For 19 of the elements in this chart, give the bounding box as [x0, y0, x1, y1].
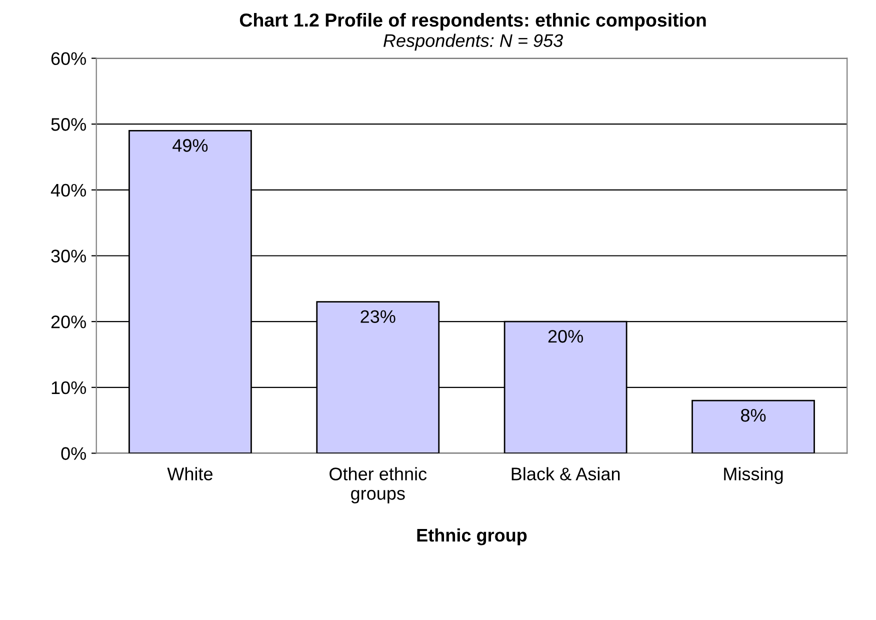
data-label: 49% — [172, 139, 208, 152]
x-tick-label: White — [167, 467, 212, 480]
x-tick-label: Other ethnic groups — [330, 467, 427, 504]
y-tick-label: 40% — [50, 184, 86, 197]
chart-subtitle: Respondents: N = 953 — [384, 34, 563, 51]
data-label: 20% — [548, 330, 583, 343]
y-tick-label: 0% — [61, 447, 86, 460]
data-label: 8% — [740, 408, 766, 422]
bar — [692, 400, 815, 454]
y-tick-label: 50% — [51, 118, 86, 131]
x-tick-label: Missing — [724, 467, 783, 484]
data-label: 23% — [360, 310, 396, 323]
y-tick-label: 30% — [51, 250, 86, 262]
chart-title: Chart 1.2 Profile of respondents: ethnic composition — [240, 12, 706, 30]
x-tick-label: Black & Asian — [512, 467, 620, 480]
y-tick-label: 60% — [51, 52, 86, 65]
y-tick-label: 10% — [52, 381, 86, 394]
y-tick-label: 20% — [51, 316, 86, 328]
x-axis-title: Ethnic group — [417, 528, 527, 546]
